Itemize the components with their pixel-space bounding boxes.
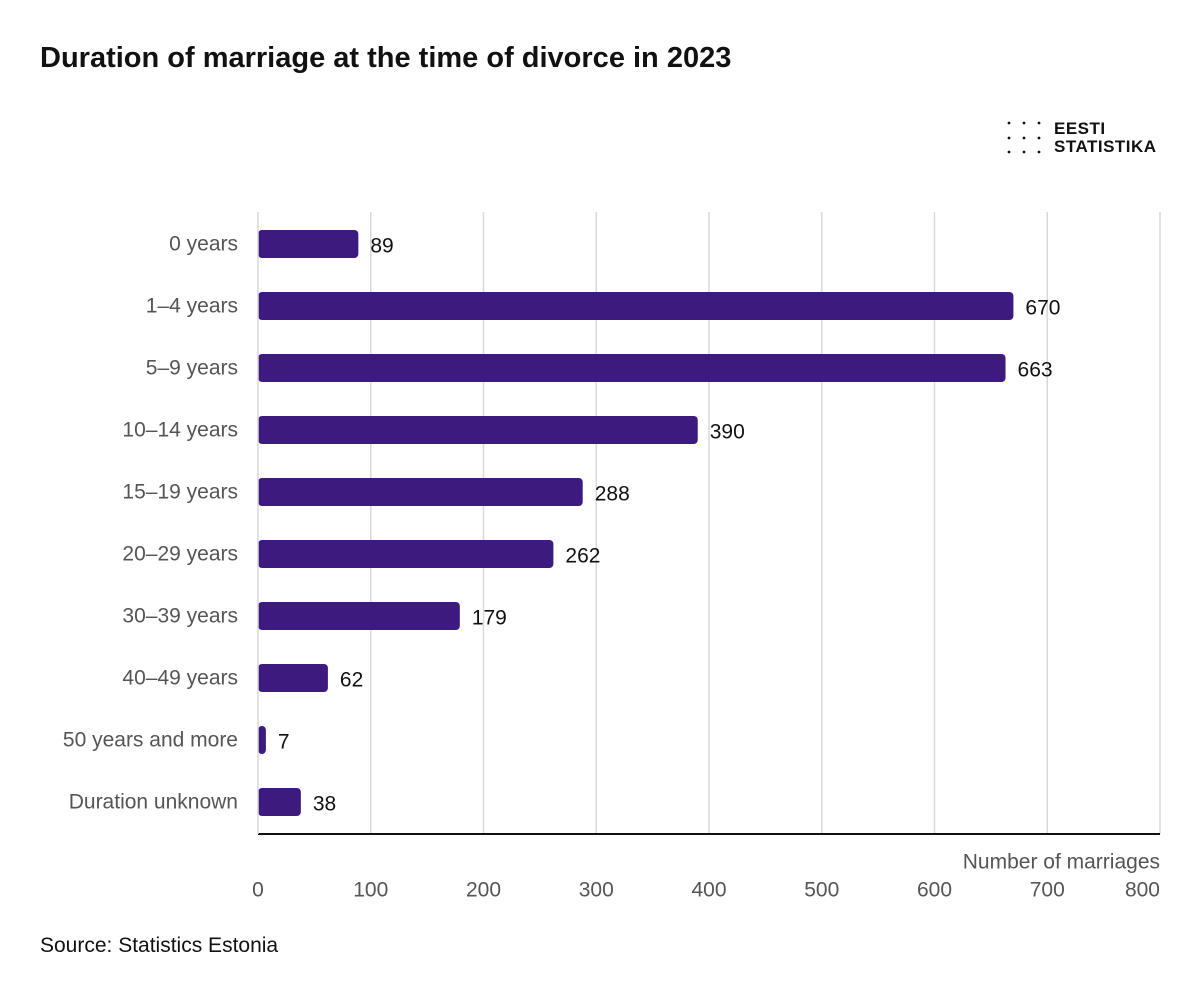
logo-dots-icon (1007, 121, 1041, 154)
x-tick-label: 100 (353, 879, 388, 902)
category-label: 40–49 years (122, 667, 238, 690)
logo-line-1: EESTI (1054, 119, 1106, 138)
category-label: 30–39 years (122, 605, 238, 628)
logo-line-2: STATISTIKA (1054, 137, 1157, 156)
category-label: 50 years and more (63, 729, 238, 752)
data-label: 262 (565, 545, 600, 568)
data-label: 663 (1018, 359, 1053, 382)
x-tick-label: 500 (804, 879, 839, 902)
data-label: 89 (370, 235, 393, 258)
bar (258, 416, 698, 444)
x-tick-label: 600 (917, 879, 952, 902)
data-label: 62 (340, 669, 363, 692)
data-label: 179 (472, 607, 507, 630)
category-label: 5–9 years (146, 357, 238, 380)
data-label: 288 (595, 483, 630, 506)
x-tick-label: 400 (691, 879, 726, 902)
bar (258, 726, 266, 754)
source-note: Source: Statistics Estonia (40, 934, 279, 957)
bar (258, 664, 328, 692)
data-label: 7 (278, 731, 290, 754)
category-label: Duration unknown (69, 791, 238, 814)
x-tick-label: 700 (1030, 879, 1065, 902)
category-label: 15–19 years (122, 481, 238, 504)
bar-chart: 0 years 89 1–4 years 670 5–9 years 663 10–14 y… (63, 212, 1161, 902)
bar (258, 230, 359, 258)
bar (258, 292, 1014, 320)
chart-title: Duration of marriage at the time of divo… (40, 42, 732, 74)
category-label: 1–4 years (146, 295, 238, 318)
category-label: 10–14 years (122, 419, 238, 442)
x-tick-label: 200 (466, 879, 501, 902)
bar (258, 788, 301, 816)
bar (258, 478, 583, 506)
x-tick-label: 800 (1125, 879, 1160, 902)
data-label: 390 (710, 421, 745, 444)
data-label: 670 (1025, 297, 1060, 320)
bar (258, 540, 554, 568)
category-label: 20–29 years (122, 543, 238, 566)
x-tick-label: 0 (252, 879, 264, 902)
logo-text: EESTI STATISTIKA (1054, 120, 1157, 156)
eesti-statistika-logo: EESTI STATISTIKA (1004, 120, 1164, 160)
x-tick-label: 300 (579, 879, 614, 902)
x-axis-title: Number of marriages (963, 851, 1160, 874)
bar (258, 602, 460, 630)
bar (258, 354, 1006, 382)
data-label: 38 (313, 793, 336, 816)
category-label: 0 years (169, 233, 238, 256)
